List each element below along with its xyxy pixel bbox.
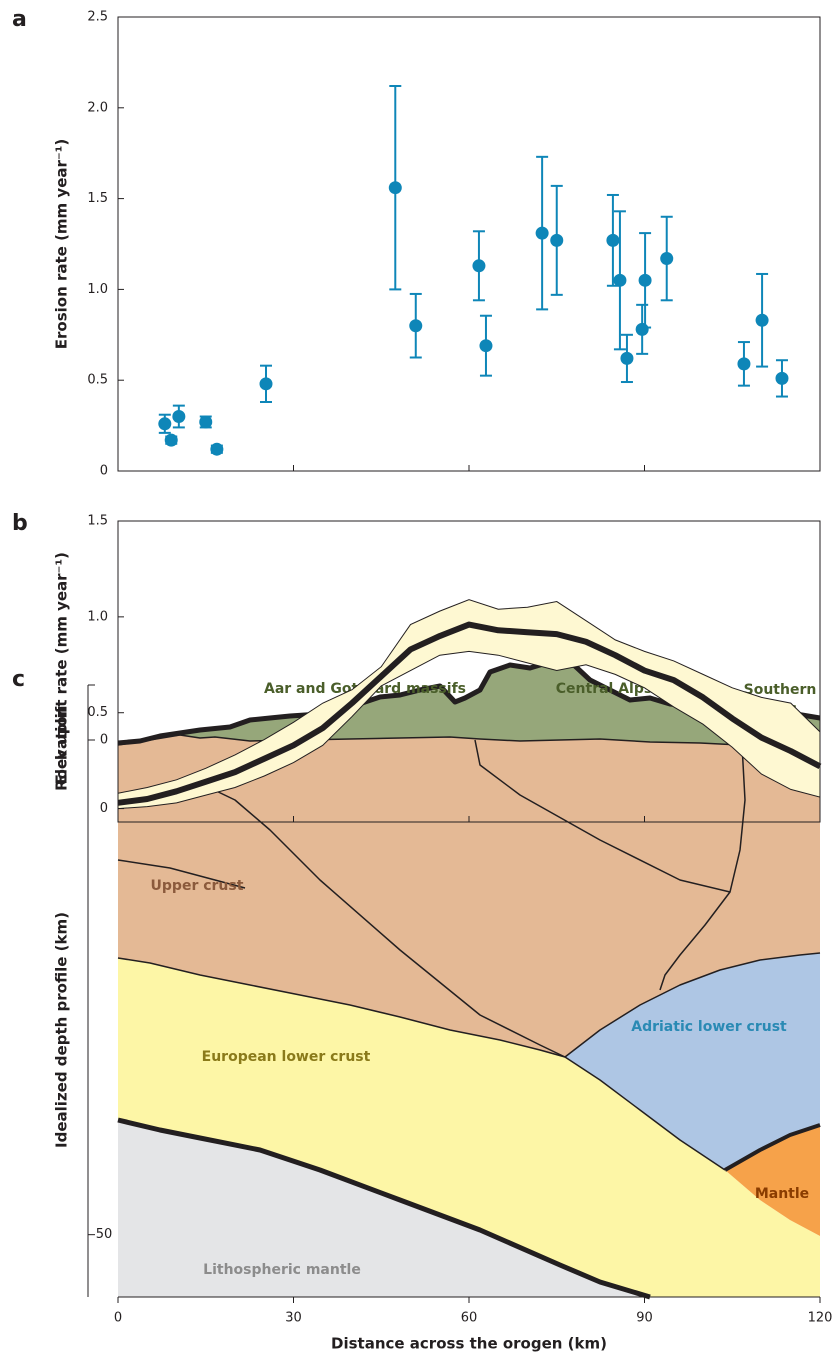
- european-lower-crust: [118, 958, 820, 1297]
- x-tick-label: 0: [114, 1311, 122, 1326]
- point: [158, 417, 172, 431]
- point: [613, 273, 627, 287]
- boundary: [117, 952, 821, 1058]
- y-tick-label: 2.0: [87, 100, 108, 115]
- point: [755, 313, 769, 327]
- panel-label: a: [12, 7, 27, 32]
- region-label: Upper crust: [151, 878, 244, 894]
- point: [388, 181, 402, 195]
- region-label: European lower crust: [202, 1049, 371, 1065]
- point: [210, 442, 224, 456]
- y-tick-label: 0: [100, 801, 108, 816]
- y-tick-label: 1.5: [87, 191, 108, 206]
- y-axis-title: Idealized depth profile (km): [53, 912, 71, 1148]
- point: [164, 433, 178, 447]
- plot-frame: [117, 16, 821, 472]
- cross-section: [87, 657, 821, 1300]
- region-label: Lithospheric mantle: [203, 1262, 361, 1278]
- moho: [117, 1117, 651, 1300]
- x-tick-label: 60: [461, 1311, 478, 1326]
- fault: [474, 739, 746, 893]
- point: [472, 259, 486, 273]
- y-tick-label: 0.5: [87, 373, 108, 388]
- point: [635, 322, 649, 336]
- point: [172, 410, 186, 424]
- panel-label: b: [12, 511, 28, 536]
- y-axis-title: Erosion rate (mm year⁻¹): [53, 139, 71, 349]
- upper-crust: [118, 735, 820, 1057]
- region-label: Mantle: [755, 1186, 809, 1202]
- point: [660, 252, 674, 266]
- uplift-line: [117, 621, 822, 806]
- adriatic-lower-crust: [565, 953, 820, 1170]
- x-axis-title: Distance across the orogen (km): [331, 1335, 607, 1353]
- x-tick-label: 120: [808, 1311, 833, 1326]
- y-tick-label: 50: [96, 1227, 113, 1242]
- point: [409, 319, 423, 333]
- moho: [724, 1123, 821, 1172]
- point: [550, 233, 564, 247]
- y-tick-label: 0: [100, 464, 108, 479]
- mantle: [725, 1125, 820, 1236]
- y-axis-title: Rock uplift rate (mm year⁻¹): [53, 552, 71, 791]
- point: [638, 273, 652, 287]
- y-tick-label: 0.5: [87, 705, 108, 720]
- y-tick-label: 1.0: [87, 609, 108, 624]
- fault: [659, 891, 731, 991]
- region-label: Central Alps: [556, 681, 652, 697]
- point: [737, 357, 751, 371]
- point: [620, 351, 634, 365]
- lithospheric-mantle: [118, 1120, 650, 1297]
- x-tick-label: 30: [285, 1311, 302, 1326]
- point: [259, 377, 273, 391]
- point: [535, 226, 549, 240]
- region-label: Southern: [744, 682, 817, 698]
- panel-label: c: [12, 667, 25, 692]
- point: [606, 233, 620, 247]
- point: [775, 371, 789, 385]
- point: [479, 339, 493, 353]
- point: [199, 415, 213, 429]
- y-tick-label: 2.5: [87, 10, 108, 25]
- y-tick-label: 1.5: [87, 514, 108, 529]
- x-tick-label: 90: [636, 1311, 653, 1326]
- fault: [117, 859, 246, 889]
- elevation-label: Elevation: [53, 706, 71, 785]
- y-tick-label: 1.0: [87, 282, 108, 297]
- boundary: [564, 1056, 726, 1171]
- region-label: Adriatic lower crust: [631, 1019, 787, 1035]
- y-tick-label: 0: [100, 733, 108, 748]
